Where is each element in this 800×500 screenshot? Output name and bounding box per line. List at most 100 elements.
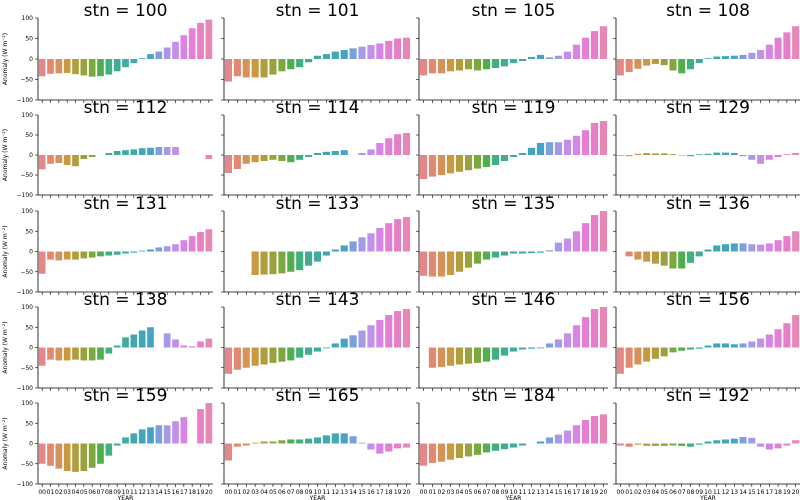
- panel-13-bar-11: [130, 334, 138, 348]
- panel-18-bar-16: [367, 443, 375, 450]
- panel-14-bar-18: [385, 315, 393, 348]
- panel-2-bar-05: [269, 59, 277, 75]
- xtick-label: 03: [643, 489, 651, 496]
- panel-17-bar-12: [138, 429, 146, 444]
- panel-11-bar-02: [437, 251, 446, 277]
- panel-1-bar-13: [147, 54, 154, 59]
- panel-4-bar-17: [765, 44, 773, 59]
- panel-10-bar-10: [313, 251, 322, 262]
- xtick-label: 07: [678, 489, 686, 496]
- panel-17-bar-08: [105, 443, 113, 456]
- panel-13-bar-16: [172, 339, 179, 348]
- panel-13-bar-06: [88, 347, 96, 361]
- panel-19-bar-17: [572, 425, 581, 444]
- ytick-label: −50: [20, 172, 33, 179]
- panel-5-bar-11: [130, 149, 138, 155]
- panel-13-bar-04: [72, 347, 79, 360]
- panel-7-title: stn = 119: [472, 98, 556, 118]
- xtick-label: 19: [197, 489, 205, 496]
- panel-16-bar-17: [765, 334, 773, 348]
- y-axis-label: Anomaly (W m⁻²): [2, 417, 9, 469]
- panel-1-bar-19: [197, 22, 204, 60]
- xtick-label: 20: [792, 489, 800, 496]
- panel-8-bar-04: [651, 153, 659, 155]
- panel-5-bar-05: [80, 155, 88, 159]
- xtick-label: 03: [251, 489, 259, 496]
- xtick-label: 13: [730, 489, 738, 496]
- panel-18-bar-03: [251, 442, 259, 444]
- panel-10-bar-17: [376, 228, 384, 252]
- x-axis-label: YEAR: [505, 495, 522, 500]
- panel-11-bar-19: [590, 215, 599, 252]
- panel-2-bar-15: [358, 46, 366, 59]
- panel-12-bar-14: [739, 243, 747, 252]
- panel-20-bar-17: [765, 443, 773, 450]
- panel-15-bar-10: [509, 347, 518, 352]
- panel-4-bar-15: [748, 52, 756, 59]
- panel-11-bar-04: [455, 251, 464, 272]
- panel-4-bar-08: [686, 59, 694, 70]
- panel-5-bar-10: [122, 150, 129, 155]
- panel-13-bar-08: [105, 347, 113, 354]
- panel-10-bar-04: [260, 251, 268, 275]
- panel-5-bar-14: [155, 147, 163, 155]
- x-axis-label: YEAR: [117, 495, 134, 500]
- panel-13-bar-09: [113, 345, 121, 348]
- panel-2-bar-02: [242, 59, 250, 78]
- panel-4-bar-19: [783, 32, 791, 59]
- panel-1-bar-02: [55, 59, 63, 74]
- panel-7-bar-00: [419, 155, 428, 179]
- ytick-label: −50: [20, 269, 33, 276]
- panel-11-title: stn = 135: [472, 194, 556, 214]
- panel-14-bar-17: [376, 319, 384, 348]
- panel-16-bar-14: [739, 343, 747, 348]
- panel-7-bar-19: [590, 123, 599, 155]
- xtick-label: 12: [331, 489, 339, 496]
- ytick-label: 0: [29, 345, 33, 352]
- panel-2-bar-10: [313, 55, 322, 59]
- panel-3-bar-12: [527, 56, 536, 59]
- panel-9-bar-06: [88, 251, 96, 258]
- xtick-label: 00: [38, 489, 46, 496]
- panel-4-bar-05: [660, 59, 668, 66]
- panel-8-bar-14: [739, 155, 747, 157]
- panel-7-bar-12: [527, 147, 536, 155]
- panel-12-bar-08: [686, 251, 694, 263]
- panel-3-bar-09: [500, 59, 509, 67]
- panel-19-bar-19: [590, 415, 599, 444]
- panel-4-bar-11: [713, 56, 721, 59]
- panel-6-bar-10: [313, 153, 322, 155]
- ytick-label: 100: [22, 15, 34, 22]
- panel-6-bar-00: [224, 155, 233, 173]
- panel-17-bar-07: [97, 443, 104, 464]
- panel-9-bar-20: [205, 229, 213, 252]
- panel-9-bar-09: [113, 251, 121, 255]
- xtick-label: 07: [483, 489, 491, 496]
- panel-1-bar-01: [47, 59, 54, 74]
- panel-15-bar-13: [536, 347, 545, 349]
- panel-7-bar-08: [491, 155, 500, 165]
- panel-2-bar-09: [305, 59, 313, 63]
- panel-19-title: stn = 184: [472, 386, 556, 406]
- panel-7-bar-04: [455, 155, 464, 172]
- panel-5-bar-09: [113, 151, 121, 155]
- panel-18-bar-14: [349, 436, 357, 444]
- panel-19-bar-16: [563, 430, 572, 444]
- panel-3-bar-01: [428, 59, 437, 74]
- panel-8-bar-10: [704, 153, 712, 155]
- ytick-label: 100: [22, 400, 34, 407]
- panel-20-bar-00: [616, 443, 624, 446]
- panel-9-bar-05: [80, 251, 88, 259]
- panel-1-bar-17: [180, 35, 188, 59]
- panel-13-bar-03: [63, 347, 71, 361]
- panel-8-bar-11: [713, 152, 721, 155]
- xtick-label: 12: [138, 489, 146, 496]
- panel-20-bar-08: [686, 443, 694, 447]
- xtick-label: 08: [296, 489, 304, 496]
- panel-11-bar-16: [563, 238, 572, 252]
- panel-18-bar-11: [322, 435, 330, 444]
- panel-17-bar-11: [130, 433, 138, 444]
- panel-13-bar-00: [38, 347, 46, 366]
- panel-10-bar-20: [402, 217, 411, 252]
